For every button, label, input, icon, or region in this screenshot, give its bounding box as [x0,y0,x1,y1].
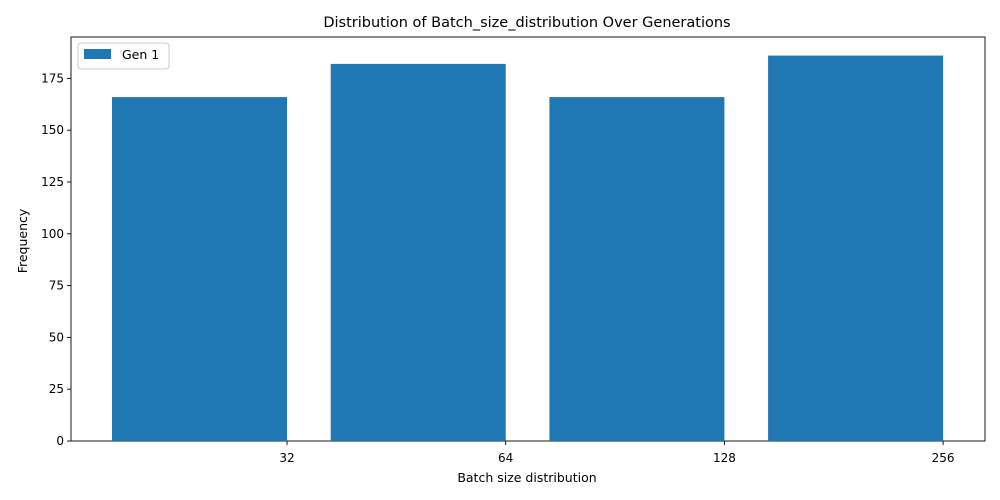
y-tick-label: 175 [41,71,64,85]
y-tick-label: 75 [49,279,64,293]
x-axis-label: Batch size distribution [457,470,596,485]
x-axis: 32 64 128 256 [279,441,955,465]
y-tick-label: 100 [41,227,64,241]
y-axis: 0 25 50 75 100 125 150 175 [41,71,71,448]
y-tick-label: 0 [56,434,64,448]
y-tick-label: 150 [41,123,64,137]
x-tick-label-32: 32 [279,451,294,465]
bar-32 [112,97,287,441]
plot-area: 0 25 50 75 100 125 150 175 32 64 128 256 [41,36,986,465]
legend-swatch-gen-1 [84,49,111,59]
x-tick-label-256: 256 [932,451,955,465]
y-axis-label: Frequency [15,208,30,273]
bar-256 [768,55,944,441]
x-tick-label-64: 64 [498,451,513,465]
legend-entry-gen-1: Gen 1 [122,47,159,62]
legend: Gen 1 [77,42,170,70]
x-tick-label-128: 128 [713,451,736,465]
bar-64 [330,63,506,442]
chart-title: Distribution of Batch_size_distribution … [323,15,730,31]
bar-128 [549,97,725,441]
bars-group [112,55,944,442]
plot-frame [70,36,986,442]
y-tick-label: 125 [41,175,64,189]
y-tick-label: 25 [49,382,64,396]
y-tick-label: 50 [49,330,64,344]
